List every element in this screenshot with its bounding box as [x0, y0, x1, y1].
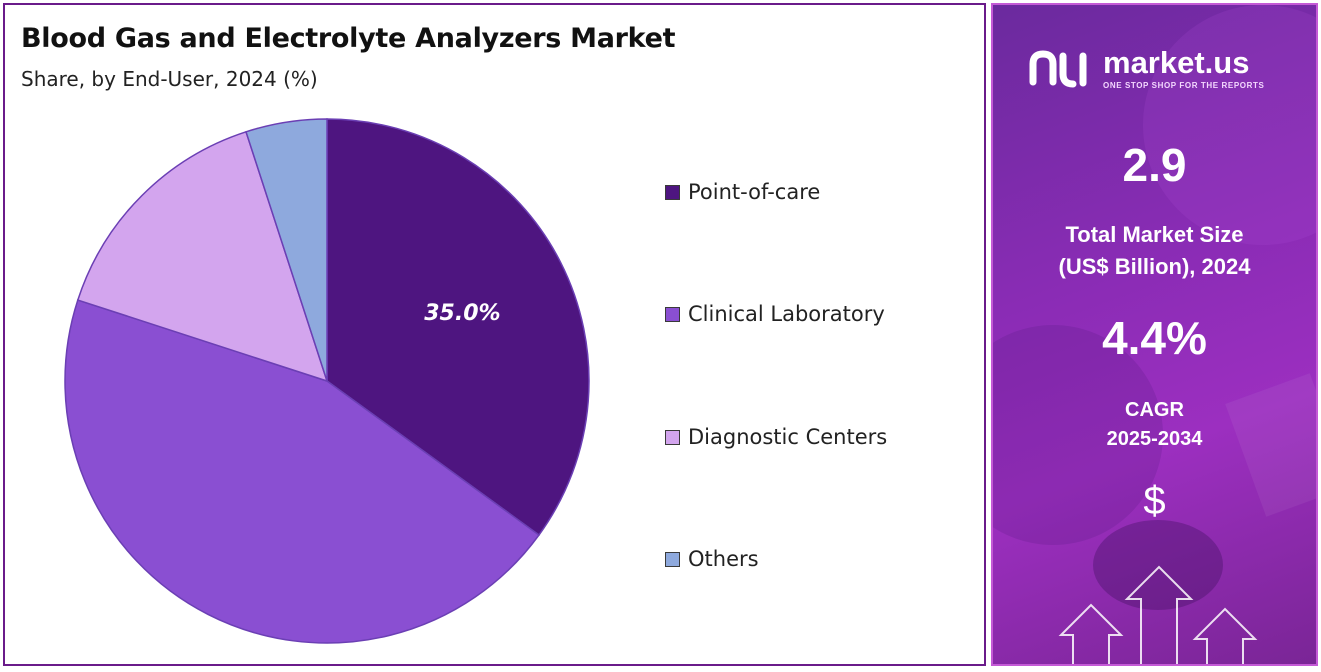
cagr-value: 4.4% — [1102, 312, 1207, 364]
pie-slice-point-of-care — [326, 118, 590, 537]
brand-name: market.us — [1103, 45, 1250, 80]
legend-swatch — [665, 429, 680, 445]
market-size-label-line2: (US$ Billion), 2024 — [1058, 254, 1251, 279]
growth-arrows-icon — [1058, 565, 1258, 664]
pie-chart: 35.0% — [64, 118, 590, 644]
chart-panel: Blood Gas and Electrolyte Analyzers Mark… — [3, 3, 986, 666]
market-summary-panel: market.us ONE STOP SHOP FOR THE REPORTS … — [991, 3, 1318, 666]
market-size-value: 2.9 — [1122, 139, 1187, 191]
pie-data-label: 35.0% — [424, 301, 500, 326]
pie-slice-clinical-laboratory — [64, 299, 541, 644]
background-decoration — [993, 5, 1316, 664]
legend-label: Others — [688, 547, 759, 571]
market-size-label-line1: Total Market Size — [1065, 222, 1244, 247]
legend-item-others: Others — [665, 547, 759, 571]
pie-slice-others — [245, 118, 328, 382]
chart-title: Blood Gas and Electrolyte Analyzers Mark… — [21, 23, 676, 54]
chart-subtitle: Share, by End-User, 2024 (%) — [21, 67, 318, 91]
cagr-label: CAGR — [1125, 399, 1184, 421]
legend-swatch — [665, 551, 680, 567]
legend-label: Clinical Laboratory — [688, 302, 885, 326]
dollar-icon: $ — [1143, 479, 1166, 523]
pie-slice-diagnostic-centers — [76, 130, 329, 383]
brand-logo: market.us ONE STOP SHOP FOR THE REPORTS — [1029, 47, 1264, 90]
legend-item-diagnostic-centers: Diagnostic Centers — [665, 425, 887, 449]
legend-label: Point-of-care — [688, 180, 821, 204]
legend-swatch — [665, 184, 680, 200]
legend-label: Diagnostic Centers — [688, 425, 888, 449]
brand-tagline: ONE STOP SHOP FOR THE REPORTS — [1103, 81, 1265, 90]
cagr-period: 2025-2034 — [1106, 428, 1203, 450]
legend-item-point-of-care: Point-of-care — [665, 180, 820, 204]
legend-swatch — [665, 306, 680, 322]
legend-item-clinical-laboratory: Clinical Laboratory — [665, 302, 885, 326]
market-us-logo-icon — [1029, 49, 1087, 87]
